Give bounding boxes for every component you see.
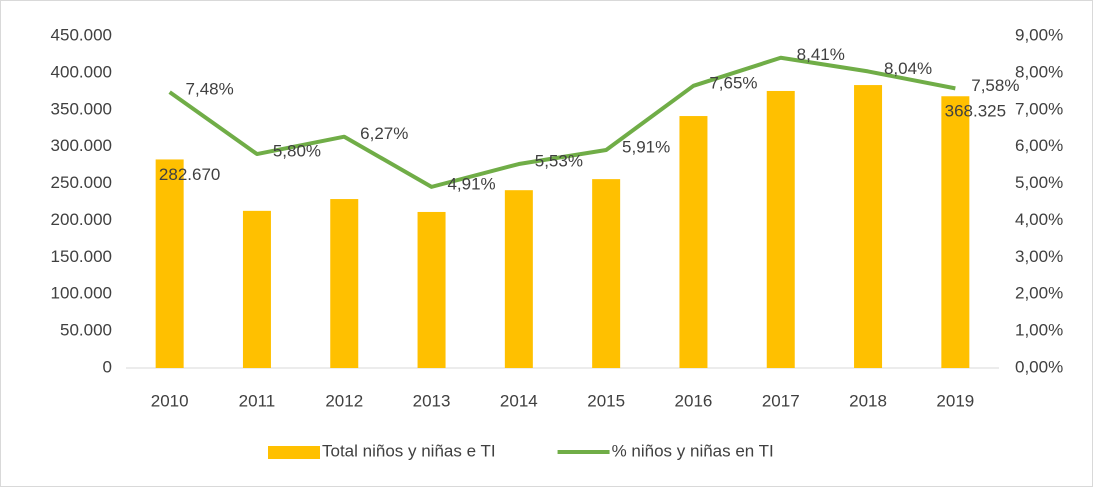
bar <box>504 190 533 368</box>
data-label: 7,48% <box>186 80 234 99</box>
data-label: 7,65% <box>709 73 757 92</box>
x-tick-label: 2017 <box>762 391 800 410</box>
y-tick-label: 0 <box>103 357 112 376</box>
y-tick-label: 450.000 <box>51 25 112 44</box>
data-label: 5,91% <box>622 137 670 156</box>
bar <box>592 179 621 368</box>
bar <box>155 159 184 368</box>
y-tick-label: 250.000 <box>51 173 112 192</box>
y-tick-label: 50.000 <box>60 321 112 340</box>
y2-tick-label: 9,00% <box>1015 25 1063 44</box>
data-label: 5,80% <box>273 142 321 161</box>
x-tick-label: 2012 <box>325 391 363 410</box>
y2-tick-label: 4,00% <box>1015 210 1063 229</box>
y-tick-label: 400.000 <box>51 62 112 81</box>
data-label: 5,53% <box>535 151 583 170</box>
data-label: 7,58% <box>971 76 1019 95</box>
y2-tick-label: 7,00% <box>1015 99 1063 118</box>
x-tick-label: 2015 <box>587 391 625 410</box>
y-tick-label: 300.000 <box>51 136 112 155</box>
data-label: 282.670 <box>159 165 220 184</box>
legend-label: % niños y niñas en TI <box>612 441 774 460</box>
x-tick-label: 2019 <box>936 391 974 410</box>
y2-tick-label: 3,00% <box>1015 247 1063 266</box>
y-tick-label: 200.000 <box>51 210 112 229</box>
y2-tick-label: 8,00% <box>1015 62 1063 81</box>
y-tick-label: 150.000 <box>51 247 112 266</box>
y2-tick-label: 2,00% <box>1015 284 1063 303</box>
x-tick-label: 2016 <box>675 391 713 410</box>
bar <box>330 199 359 368</box>
data-label: 6,27% <box>360 124 408 143</box>
data-label: 8,04% <box>884 59 932 78</box>
bar <box>679 116 708 368</box>
y2-tick-label: 6,00% <box>1015 136 1063 155</box>
x-tick-label: 2010 <box>151 391 189 410</box>
x-tick-label: 2011 <box>239 391 276 410</box>
data-label: 4,91% <box>447 174 495 193</box>
legend-swatch <box>268 446 320 459</box>
bar <box>417 211 446 368</box>
y2-tick-label: 1,00% <box>1015 321 1063 340</box>
y-tick-label: 350.000 <box>51 99 112 118</box>
line <box>168 55 956 189</box>
x-tick-label: 2014 <box>500 391 538 410</box>
bar <box>854 85 883 368</box>
data-label: 8,41% <box>797 45 845 64</box>
y2-tick-label: 5,00% <box>1015 173 1063 192</box>
data-label: 368.325 <box>945 102 1006 121</box>
x-tick-label: 2013 <box>413 391 451 410</box>
x-tick-label: 2018 <box>849 391 887 410</box>
bar <box>766 90 795 368</box>
y-tick-label: 100.000 <box>51 284 112 303</box>
y2-tick-label: 0,00% <box>1015 357 1063 376</box>
legend-label: Total niños y niñas e TI <box>322 441 496 460</box>
bar <box>242 210 271 368</box>
bar <box>941 96 970 369</box>
